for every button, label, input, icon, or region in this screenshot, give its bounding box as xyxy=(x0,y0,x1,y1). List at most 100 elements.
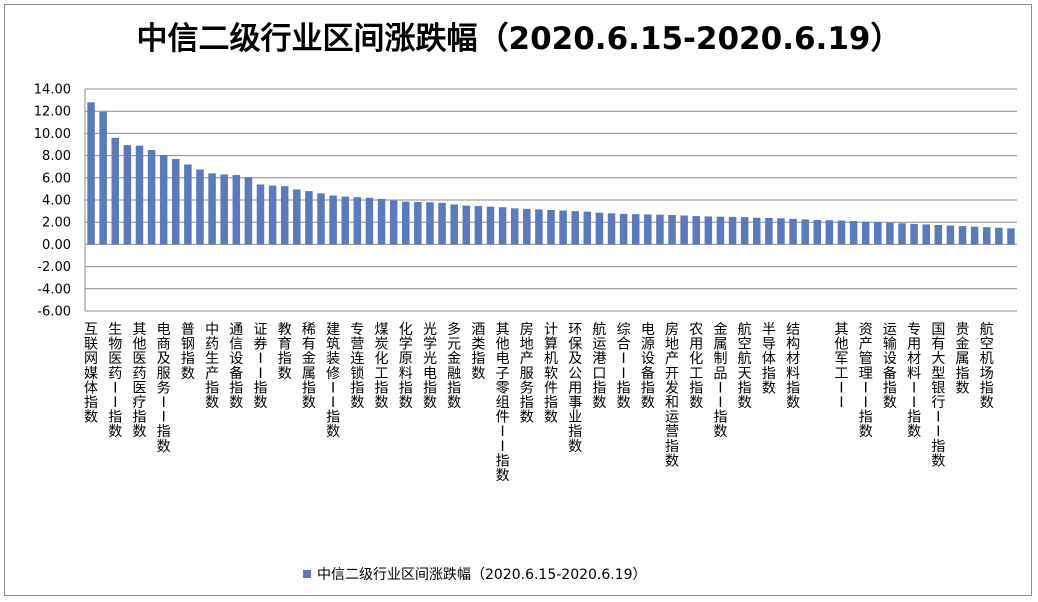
bar xyxy=(244,177,253,245)
legend-swatch xyxy=(303,570,311,578)
bar xyxy=(547,209,555,245)
x-category-label: 通信设备指数 xyxy=(229,322,243,411)
legend: 中信二级行业区间涨跌幅（2020.6.15-2020.6.19） xyxy=(303,564,647,584)
bar xyxy=(184,164,192,245)
bar xyxy=(825,220,834,245)
bar xyxy=(1007,228,1015,245)
x-category-label: 航运港口指数 xyxy=(592,322,606,411)
x-category-label: 贵金属指数 xyxy=(956,322,970,396)
bar xyxy=(87,102,95,245)
bar xyxy=(668,214,676,245)
bar xyxy=(716,216,725,245)
bar xyxy=(135,145,144,245)
bar xyxy=(970,226,979,245)
bar xyxy=(692,216,700,245)
legend-label: 中信二级行业区间涨跌幅（2020.6.15-2020.6.19） xyxy=(317,567,647,583)
bar xyxy=(389,200,398,245)
bar xyxy=(656,214,664,245)
x-category-label: 稀有金属指数 xyxy=(302,322,316,411)
x-category-label: 中药生产指数 xyxy=(205,322,219,411)
bar xyxy=(377,198,386,245)
bar xyxy=(789,218,797,245)
bar xyxy=(874,222,882,245)
bar xyxy=(256,184,265,245)
x-category-label: 互联网媒体指数 xyxy=(84,322,98,426)
x-category-label: 酒类指数 xyxy=(471,322,485,382)
x-category-label: 生物医药 I I 指数 xyxy=(108,322,122,440)
bar xyxy=(414,202,422,245)
x-category-label: 普钢指数 xyxy=(181,322,195,382)
bar xyxy=(172,158,180,245)
x-category-label: 资产管理 I I 指数 xyxy=(859,322,873,440)
x-category-label: 多元金融指数 xyxy=(447,321,461,411)
bar xyxy=(777,218,785,245)
bar xyxy=(619,213,628,245)
bar xyxy=(99,111,107,245)
bar xyxy=(644,214,652,245)
bar xyxy=(438,202,446,245)
bar xyxy=(147,150,156,245)
x-category-label: 环保及公用事业指数 xyxy=(568,322,582,455)
bar xyxy=(958,226,967,245)
bar xyxy=(595,212,604,245)
y-tick-label: 8.00 xyxy=(42,149,71,164)
y-tick-label: 12.00 xyxy=(34,105,71,120)
x-category-label: 结构材料指数 xyxy=(786,322,800,411)
y-tick-label: 10.00 xyxy=(34,127,71,142)
bar xyxy=(910,223,918,245)
y-tick-label: 6.00 xyxy=(42,171,71,186)
x-category-label: 金属制品 I I 指数 xyxy=(713,322,727,440)
bar xyxy=(571,211,579,245)
y-tick-label: 0.00 xyxy=(42,238,71,253)
y-tick-label: -4.00 xyxy=(37,282,71,297)
bar xyxy=(934,224,943,245)
x-category-label: 国有大型银行 I I 指数 xyxy=(931,322,945,469)
bar xyxy=(353,197,362,245)
bar xyxy=(704,216,713,245)
y-tick-label: -6.00 xyxy=(37,305,71,320)
bar xyxy=(946,225,955,245)
bar xyxy=(837,220,846,245)
x-category-label: 教育指数 xyxy=(278,322,292,382)
x-category-label: 证券 I I 指数 xyxy=(254,322,268,411)
bar xyxy=(462,205,471,245)
bar xyxy=(280,186,289,245)
bar xyxy=(232,175,241,245)
x-category-label: 光学光电指数 xyxy=(423,322,437,411)
bar xyxy=(861,221,870,245)
bar xyxy=(450,204,458,245)
bar xyxy=(196,169,204,245)
bar xyxy=(728,216,737,245)
bar xyxy=(849,221,858,245)
x-category-label: 农用化工指数 xyxy=(689,322,703,411)
bar xyxy=(365,197,374,245)
bar xyxy=(813,219,822,245)
y-tick-label: 4.00 xyxy=(42,194,71,209)
bar xyxy=(474,206,483,245)
bar xyxy=(498,207,507,245)
bar xyxy=(523,208,531,245)
chart-frame: 中信二级行业区间涨跌幅（2020.6.15-2020.6.19） 14.00 12… xyxy=(4,4,1032,596)
bar xyxy=(765,217,773,245)
bar xyxy=(559,210,567,245)
bar xyxy=(607,213,616,245)
bar xyxy=(740,217,749,245)
x-category-label: 专营连锁指数 xyxy=(350,322,364,411)
chart-title: 中信二级行业区间涨跌幅（2020.6.15-2020.6.19） xyxy=(136,21,902,57)
x-category-label: 房地产开发和运营指数 xyxy=(665,322,679,469)
bar xyxy=(220,174,228,245)
bar xyxy=(535,209,543,245)
x-category-label: 航空机场指数 xyxy=(980,322,994,411)
bar xyxy=(159,155,168,245)
bar xyxy=(329,195,337,245)
x-category-label: 房地产服务指数 xyxy=(520,322,534,426)
bar xyxy=(341,196,349,245)
bar xyxy=(486,206,495,245)
bar xyxy=(305,191,313,245)
x-category-label: 半导体指数 xyxy=(762,322,776,396)
x-category-label: 专用材料 I I 指数 xyxy=(907,322,921,440)
bar xyxy=(922,224,930,245)
x-category-label: 其他军工 I I xyxy=(834,322,848,411)
bar xyxy=(583,211,592,245)
x-category-label: 其他医药医疗指数 xyxy=(132,322,146,440)
